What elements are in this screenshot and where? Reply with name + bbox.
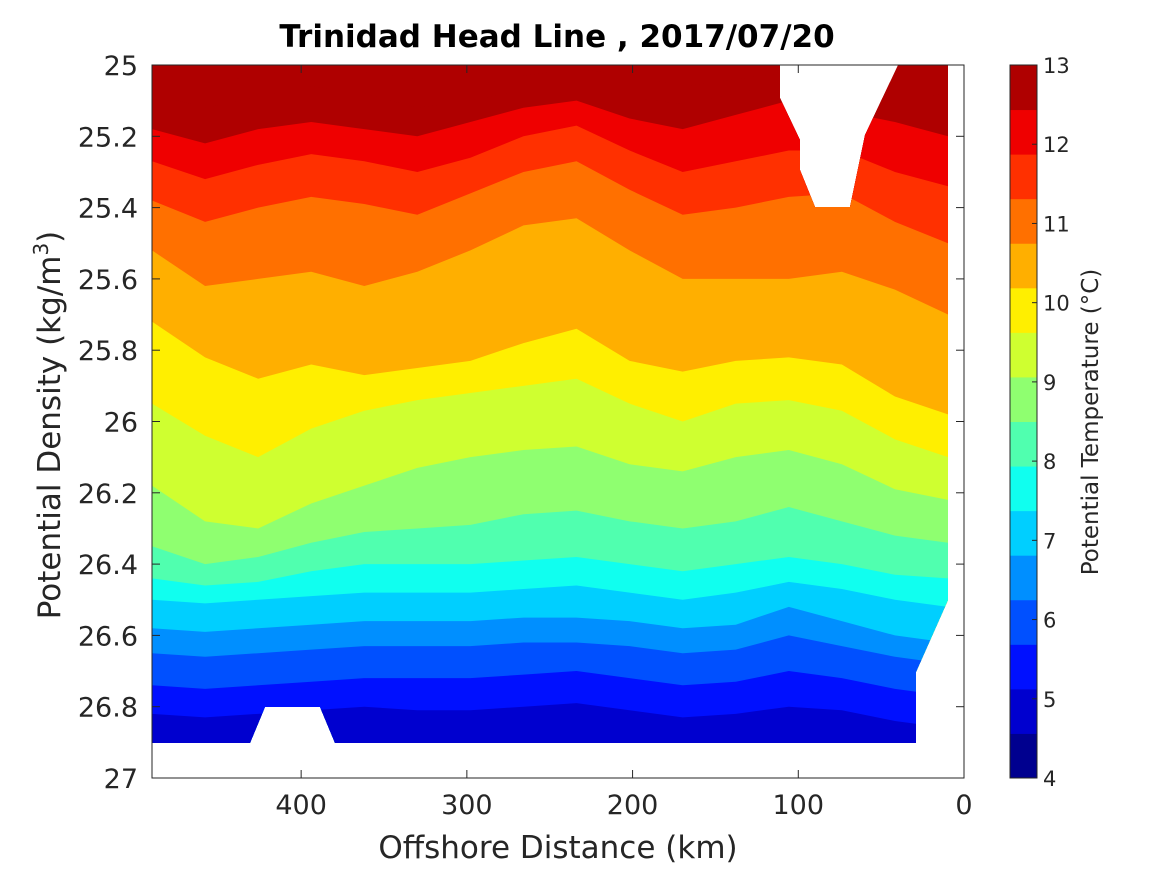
x-axis-label: Offshore Distance (km) [378,830,737,866]
colorbar-border [1009,64,1038,779]
colorbar-segment [1010,154,1037,200]
colorbar-segment [1010,109,1037,155]
y-tick-label: 25.2 [78,122,138,153]
y-axis-label-prefix: Potential Density (kg/m [32,256,68,620]
colorbar-segment [1010,466,1037,512]
colorbar-segment [1010,287,1037,333]
colorbar-tick-label: 6 [1043,609,1056,633]
contour-band-5 [152,703,948,743]
y-axis: 25 25.2 25.4 25.6 25.8 26 26.2 26.4 26.6 26.8 27 [78,51,964,795]
colorbar-tick-label: 4 [1043,767,1056,791]
y-axis-label: Potential Density (kg/m3) [29,231,68,620]
x-tick-label: 300 [441,790,493,821]
x-tick-label: 200 [607,790,659,821]
y-tick-label: 26.8 [78,693,138,724]
colorbar-tick-label: 13 [1043,54,1070,78]
y-axis-label-suffix: ) [32,231,68,243]
y-tick-label: 26 [104,408,138,439]
y-tick-label: 26.6 [78,621,138,652]
x-tick-label: 100 [773,790,825,821]
x-axis: 400 300 200 100 0 [275,65,973,821]
y-tick-label: 25.8 [78,336,138,367]
colorbar-segment [1010,198,1037,244]
colorbar-segment [1010,332,1037,378]
colorbar-tick-label: 9 [1043,371,1056,395]
colorbar-tick-label: 8 [1043,450,1056,474]
x-tick-label: 400 [275,790,327,821]
y-tick-label: 27 [104,764,138,795]
colorbar-segment [1010,376,1037,422]
colorbar-segment [1010,688,1037,734]
colorbar-segment [1010,510,1037,556]
colorbar-tick-label: 10 [1043,292,1070,316]
colorbar-segment [1010,599,1037,645]
colorbar-segment [1010,421,1037,467]
y-tick-label: 26.2 [78,479,138,510]
y-tick-label: 25 [104,51,138,82]
colorbar-tick-label: 12 [1043,133,1070,157]
colorbar-segment [1010,733,1037,779]
y-tick-label: 26.4 [78,550,138,581]
colorbar-segment [1010,243,1037,289]
colorbar-segment [1010,555,1037,601]
colorbar-segment [1010,65,1037,111]
chart-title: Trinidad Head Line , 2017/07/20 [279,19,834,55]
colorbar-tick-label: 5 [1043,688,1056,712]
y-tick-label: 25.4 [78,194,138,225]
colorbar-segment [1010,644,1037,690]
colorbar-tick-label: 11 [1043,212,1070,236]
colorbar-tick-label: 7 [1043,529,1056,553]
x-tick-label: 0 [955,790,972,821]
y-tick-label: 25.6 [78,265,138,296]
y-axis-label-superscript: 3 [29,243,53,256]
colorbar-label: Potential Temperature (°C) [1078,269,1104,576]
colorbar: 4 5 6 7 8 9 10 11 12 13 [1009,54,1070,791]
